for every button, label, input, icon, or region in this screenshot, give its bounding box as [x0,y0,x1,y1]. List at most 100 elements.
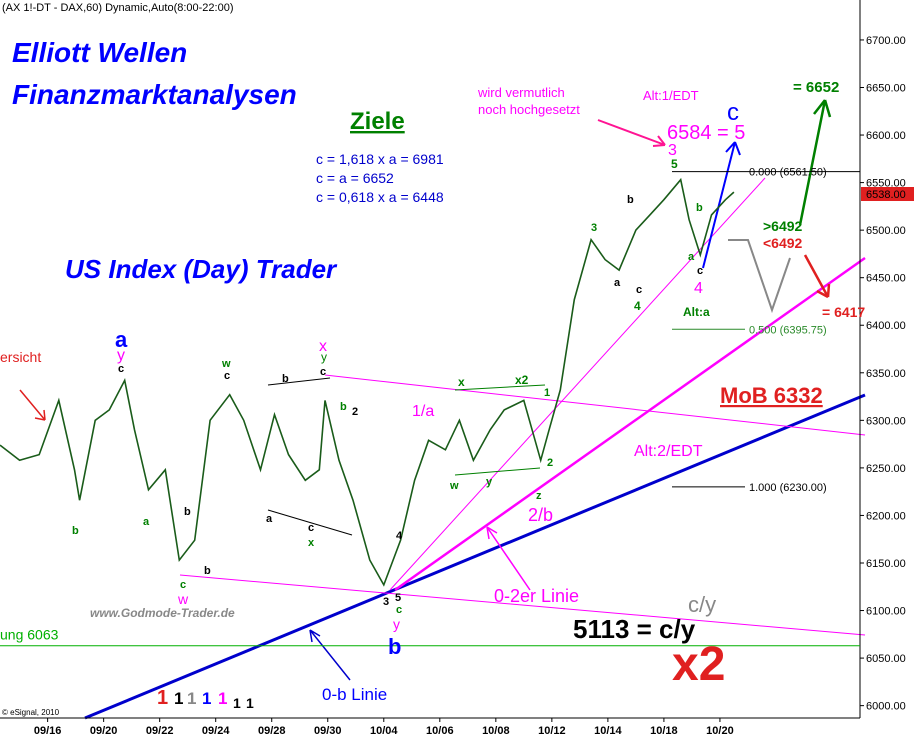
arrow [19,389,46,421]
x-tick-label: 10/18 [650,725,678,737]
annotation: = 6652 [793,79,839,96]
annotation: b [282,373,289,385]
annotation: b [340,401,347,413]
annotation: Finanzmarktanalysen [12,79,297,110]
annotation: © eSignal, 2010 [2,708,60,717]
y-tick-label: 6450.00 [866,273,906,285]
annotation: US Index (Day) Trader [65,254,338,284]
annotation: 4 [694,280,703,297]
annotation: 5113 = c/y [573,614,696,644]
annotation: y [117,347,125,364]
annotation: 4 [396,530,403,542]
channel-line [454,384,546,391]
annotation: a [266,513,273,525]
annotation: 1/a [412,403,434,420]
annotation: b [627,194,634,206]
annotation: y [393,616,400,632]
annotation: 5 [671,157,678,171]
annotation: 5 [395,592,401,604]
annotation: 1 [187,689,196,708]
annotation: 0-b Linie [322,685,387,704]
annotation: c/y [688,592,716,617]
annotation: c [697,265,703,277]
annotation: b [72,525,79,537]
annotation: Alt:2/EDT [634,443,703,460]
annotation: c [396,604,402,616]
drawings [19,99,866,720]
annotation: noch hochgesetzt [478,102,580,117]
y-tick-label: 6000.00 [866,701,906,713]
channel-line [267,509,353,536]
trend-line [179,574,866,636]
annotation: 3 [668,142,677,159]
annotation: a [688,251,695,263]
arrow [309,629,351,681]
annotation: x2 [515,373,529,387]
y-tick-label: 6550.00 [866,178,906,190]
x-tick-label: 10/12 [538,725,566,737]
annotation: x [458,375,465,389]
support-label: ung 6063 [0,627,59,643]
x-tick-label: 09/22 [146,725,174,737]
y-tick-label: 6200.00 [866,510,906,522]
annotation: b [204,565,211,577]
annotation: ersicht [0,349,41,365]
trend-line [394,256,866,592]
y-tick-label: 6700.00 [866,35,906,47]
annotation: c [118,363,124,375]
y-tick-label: 6650.00 [866,82,906,94]
annotation: 3 [591,222,597,234]
annotation: 4 [634,299,641,313]
annotation: c [727,99,739,126]
annotation: w [221,358,231,370]
y-tick-label: 6600.00 [866,130,906,142]
annotation: x2 [672,638,725,691]
annotation: 1 [246,695,254,711]
annotation: 0-2er Linie [494,586,579,606]
annotation: Ziele [350,108,405,135]
x-tick-label: 10/06 [426,725,454,737]
annotation: 1 [202,689,211,708]
annotation: c [180,579,186,591]
last-price-label: 6538.00 [866,189,906,201]
annotation: a [614,277,621,289]
annotation: b [696,202,703,214]
annotation: a [115,327,128,352]
annotation: c [308,522,314,534]
chart-header: (AX 1!-DT - DAX,60) Dynamic,Auto(8:00-22… [2,2,234,14]
x-tick-label: 09/20 [90,725,118,737]
x-tick-label: 10/04 [370,725,398,737]
annotation: <6492 [763,235,803,251]
channel-line [267,377,331,386]
annotation: c [636,284,642,296]
fib-level-label: 0.500 (6395.75) [749,324,827,336]
annotation: c [320,366,326,378]
annotation: 3 [383,596,389,608]
trend-line [324,374,866,436]
annotation: c [224,370,230,382]
x-tick-label: 09/30 [314,725,342,737]
last-price-box [861,187,914,202]
y-tick-label: 6500.00 [866,225,906,237]
x-tick-label: 10/20 [706,725,734,737]
annotation: w [177,591,189,607]
y-tick-label: 6400.00 [866,320,906,332]
annotation: 2/b [528,505,553,525]
x-tick-label: 10/14 [594,725,622,737]
annotation: y [486,476,493,488]
annotation: b [184,506,191,518]
annotation: x [319,338,327,355]
y-tick-label: 6100.00 [866,606,906,618]
annotation: w [449,480,459,492]
annotation: MoB 6332 [720,383,823,408]
projection-path [728,239,791,314]
annotation: wird vermutlich [477,85,565,100]
annotation: 2 [547,457,553,469]
arrow [798,99,832,226]
x-tick-label: 09/24 [202,725,230,737]
price-line [0,177,735,587]
annotation: 1 [218,689,227,708]
annotation: x [308,537,315,549]
